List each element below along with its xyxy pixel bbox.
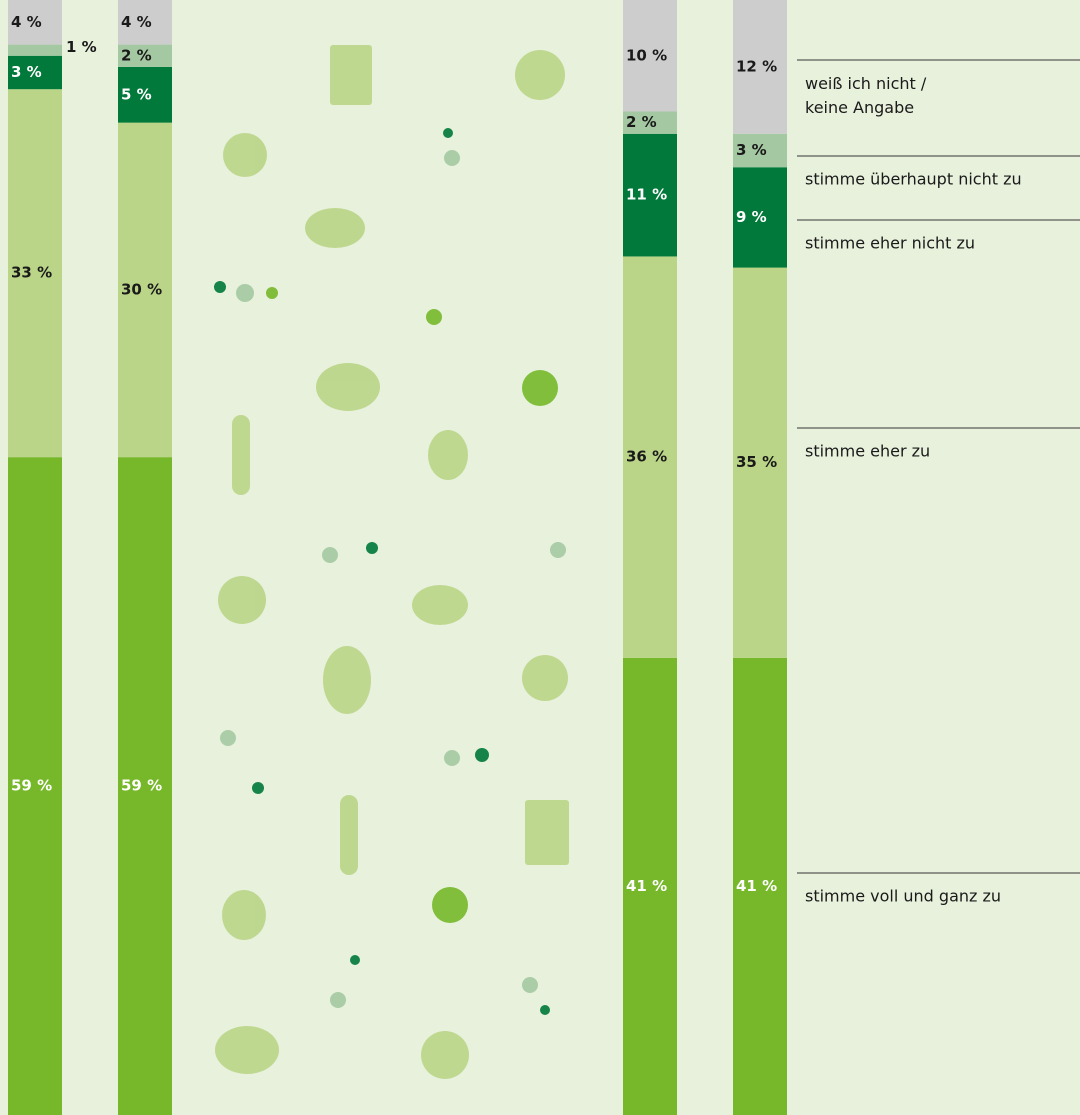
- legend-label: stimme eher nicht zu: [805, 234, 975, 253]
- value-label: 41 %: [626, 877, 667, 895]
- bar-segment: [118, 457, 172, 1115]
- bar-segment: [8, 44, 62, 56]
- bar-segment: [733, 657, 787, 1115]
- value-label: 33 %: [11, 264, 52, 282]
- bar-segment: [8, 457, 62, 1115]
- value-label: 3 %: [736, 141, 767, 159]
- value-label: 1 %: [66, 38, 97, 56]
- legend-label: stimme eher zu: [805, 442, 930, 461]
- value-label: 30 %: [121, 280, 162, 298]
- bar-segment: [733, 0, 787, 134]
- value-label: 2 %: [626, 113, 657, 131]
- bar-segment: [118, 44, 172, 67]
- bar-segment: [8, 89, 62, 458]
- bar-segment: [8, 55, 62, 90]
- bar-segment: [8, 0, 62, 45]
- value-label: 9 %: [736, 208, 767, 226]
- bar-segment: [623, 256, 677, 658]
- value-label: 12 %: [736, 57, 777, 75]
- bar-segment: [623, 0, 677, 112]
- bar-segment: [733, 167, 787, 268]
- value-label: 59 %: [11, 777, 52, 795]
- value-label: 41 %: [736, 877, 777, 895]
- value-label: 35 %: [736, 453, 777, 471]
- decoration: [214, 45, 569, 1079]
- value-label: 2 %: [121, 46, 152, 64]
- bar-segment: [733, 133, 787, 168]
- value-label: 5 %: [121, 85, 152, 103]
- bar-segment: [623, 657, 677, 1115]
- value-label: 11 %: [626, 186, 667, 204]
- bar-segment: [733, 267, 787, 658]
- value-label: 36 %: [626, 448, 667, 466]
- value-label: 10 %: [626, 46, 667, 64]
- legend-label: stimme überhaupt nicht zu: [805, 170, 1022, 189]
- bar-segment: [118, 0, 172, 45]
- legend-label: weiß ich nicht / keine Angabe: [805, 74, 927, 117]
- bar-segment: [623, 133, 677, 257]
- value-label: 59 %: [121, 777, 162, 795]
- bar-segment: [623, 111, 677, 134]
- bar-segment: [118, 122, 172, 458]
- value-label: 4 %: [121, 13, 152, 31]
- legend-label: stimme voll und ganz zu: [805, 887, 1001, 906]
- value-label: 3 %: [11, 63, 42, 81]
- value-label: 4 %: [11, 13, 42, 31]
- bar-segment: [118, 66, 172, 123]
